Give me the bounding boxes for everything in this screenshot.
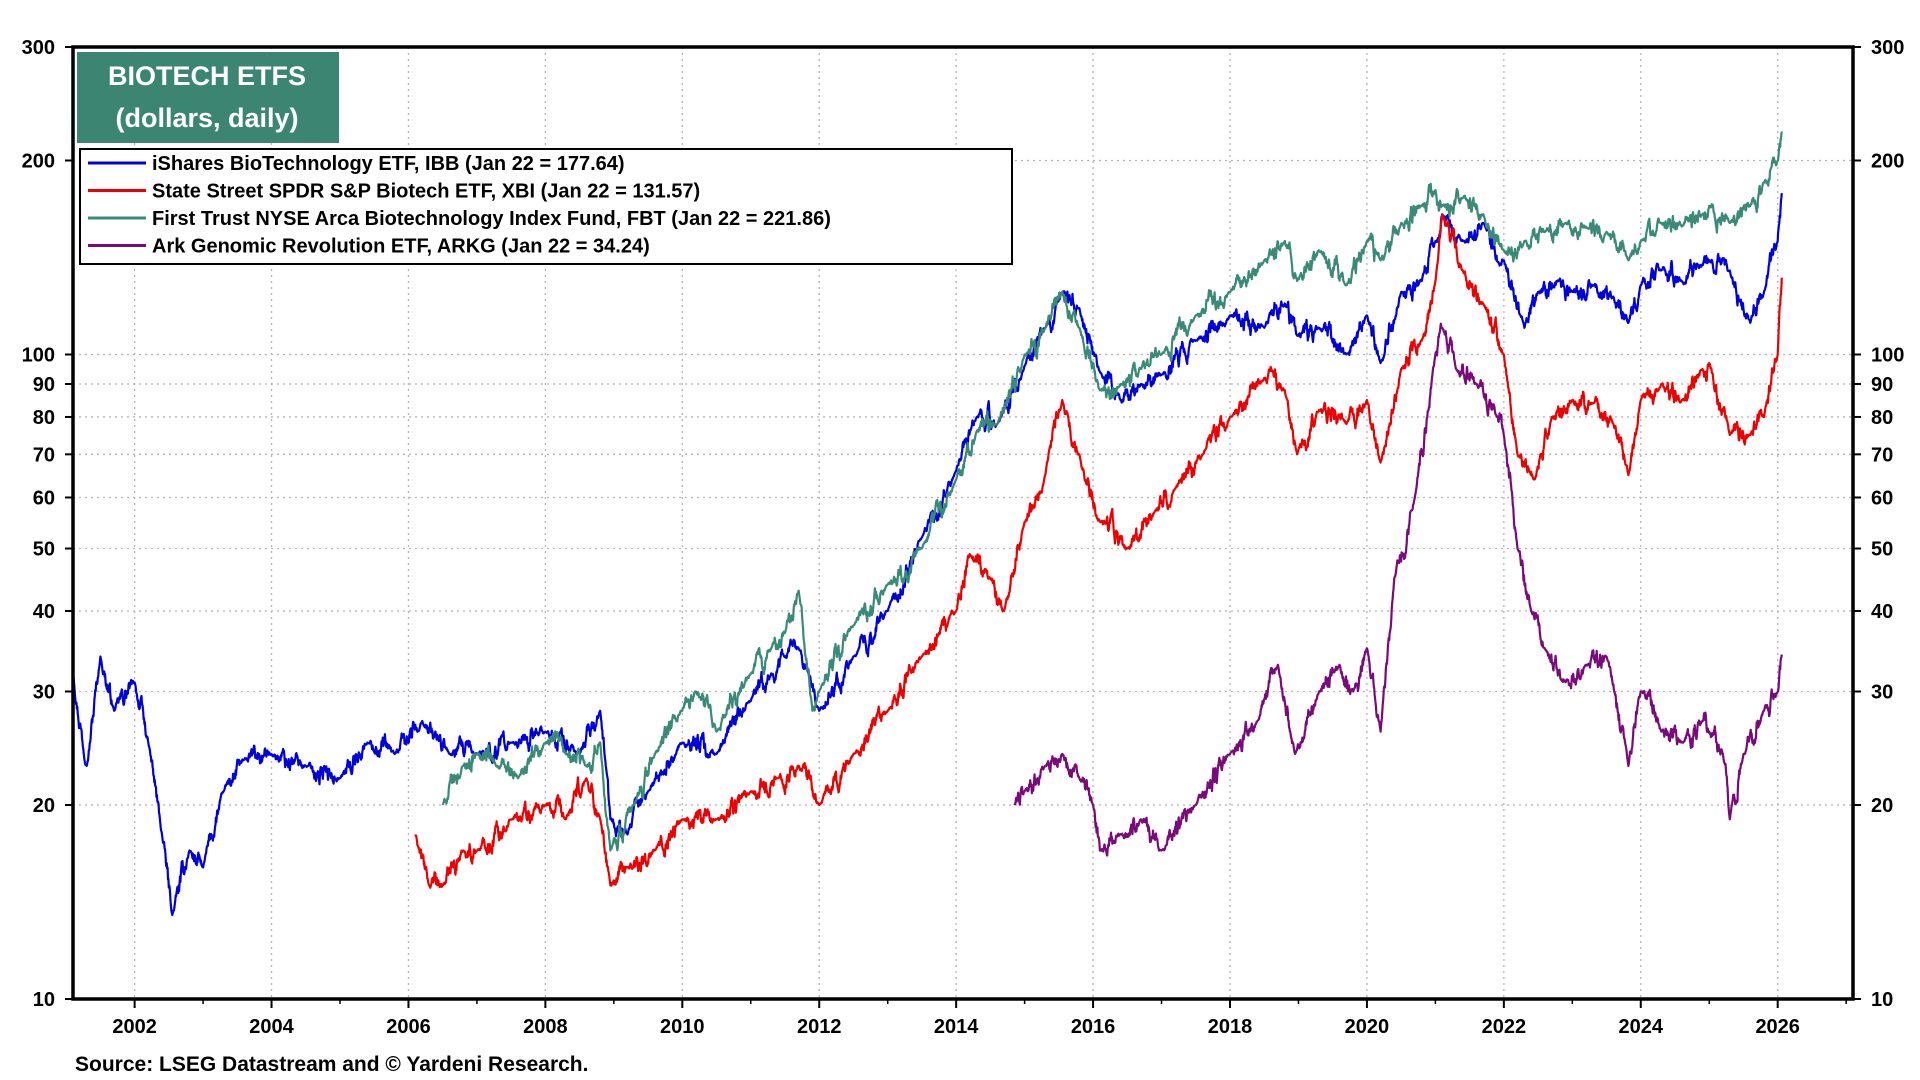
y-tick-label-right: 90 [1871, 374, 1893, 396]
x-tick-label: 2016 [1071, 1016, 1116, 1038]
source-note: Source: LSEG Datastream and © Yardeni Re… [75, 1053, 588, 1076]
x-tick-label: 2008 [523, 1016, 568, 1038]
y-tick-label-left: 200 [22, 150, 55, 172]
chart-title: BIOTECH ETFS [108, 61, 306, 91]
x-tick-label: 2020 [1345, 1016, 1390, 1038]
x-tick-label: 2024 [1619, 1016, 1664, 1038]
y-tick-label-right: 300 [1871, 37, 1904, 59]
y-tick-label-right: 80 [1871, 407, 1893, 429]
y-tick-label-left: 60 [33, 487, 55, 509]
series-line-4 [1013, 322, 1783, 857]
y-tick-label-right: 100 [1871, 345, 1904, 367]
legend-label-3: First Trust NYSE Arca Biotechnology Inde… [152, 208, 831, 230]
y-tick-label-left: 20 [33, 795, 55, 817]
y-tick-label-right: 20 [1871, 795, 1893, 817]
x-tick-label: 2022 [1482, 1016, 1527, 1038]
y-tick-label-left: 30 [33, 681, 55, 703]
series-line-3 [441, 131, 1783, 852]
legend-items: iShares BioTechnology ETF, IBB (Jan 22 =… [88, 153, 831, 258]
legend: iShares BioTechnology ETF, IBB (Jan 22 =… [79, 148, 1013, 265]
x-tick-label: 2010 [660, 1016, 705, 1038]
y-tick-label-right: 40 [1871, 601, 1893, 623]
y-tick-label-left: 10 [33, 989, 55, 1011]
x-tick-label: 2004 [249, 1016, 294, 1038]
y-tick-label-left: 70 [33, 444, 55, 466]
legend-label-4: Ark Genomic Revolution ETF, ARKG (Jan 22… [152, 236, 650, 258]
x-tick-label: 2026 [1755, 1016, 1800, 1038]
chart-subtitle: (dollars, daily) [115, 103, 298, 133]
y-tick-label-right: 60 [1871, 487, 1893, 509]
x-tick-label: 2012 [797, 1016, 842, 1038]
y-tick-label-left: 90 [33, 374, 55, 396]
y-tick-label-right: 50 [1871, 539, 1893, 561]
y-tick-label-left: 40 [33, 601, 55, 623]
legend-label-2: State Street SPDR S&P Biotech ETF, XBI (… [152, 181, 700, 203]
y-tick-label-right: 30 [1871, 681, 1893, 703]
plot-area-frame [71, 45, 1855, 1001]
series-lines [71, 131, 1783, 917]
x-tick-label: 2014 [934, 1016, 979, 1038]
legend-box [79, 148, 1013, 265]
y-tick-label-right: 10 [1871, 989, 1893, 1011]
y-tick-label-left: 100 [22, 345, 55, 367]
x-tick-label: 2002 [112, 1016, 157, 1038]
y-tick-label-left: 300 [22, 37, 55, 59]
x-tick-label: 2006 [386, 1016, 431, 1038]
x-tick-label: 2018 [1208, 1016, 1253, 1038]
y-tick-label-left: 50 [33, 539, 55, 561]
series-line-1 [71, 192, 1783, 917]
legend-label-1: iShares BioTechnology ETF, IBB (Jan 22 =… [152, 153, 625, 175]
gridlines [73, 47, 1853, 999]
y-tick-label-right: 70 [1871, 444, 1893, 466]
y-tick-label-left: 80 [33, 407, 55, 429]
title-box: BIOTECH ETFS (dollars, daily) [77, 52, 339, 143]
title-box-background [77, 52, 339, 143]
y-tick-label-right: 200 [1871, 150, 1904, 172]
series-line-2 [414, 213, 1783, 889]
